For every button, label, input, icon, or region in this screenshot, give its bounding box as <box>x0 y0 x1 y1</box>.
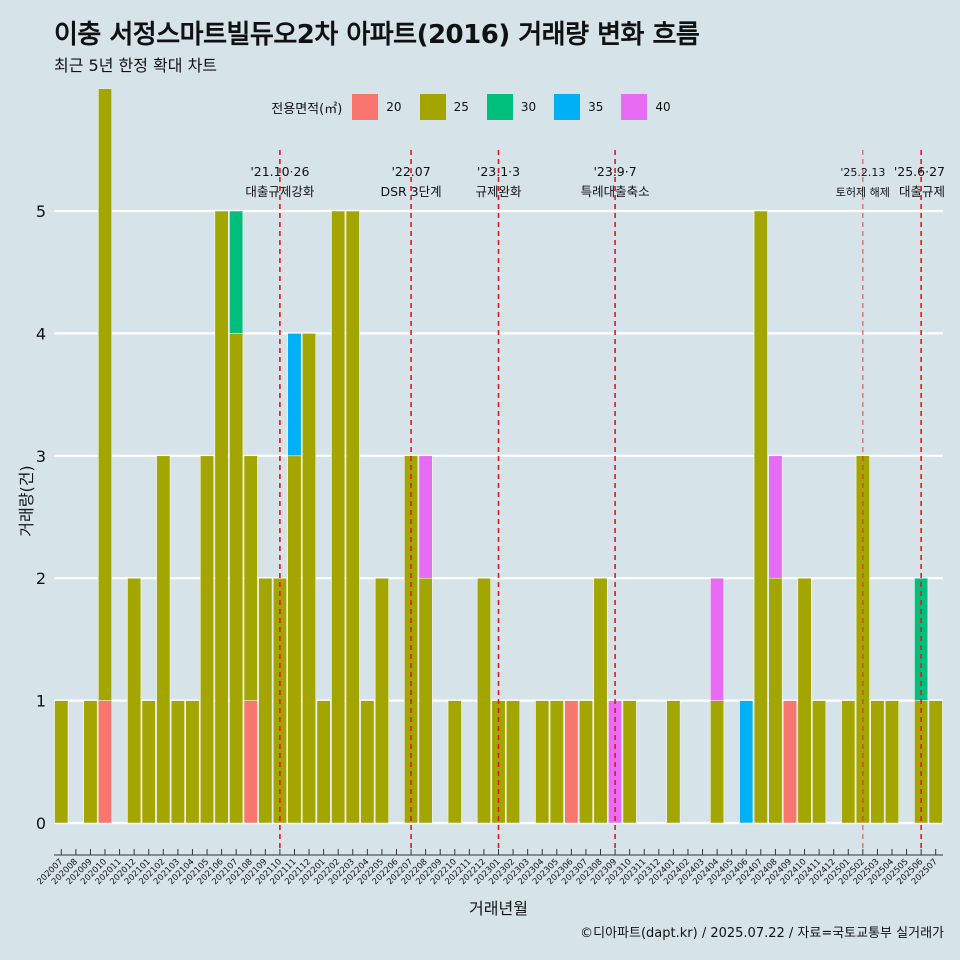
source-caption: ©디아파트(dapt.kr) / 2025.07.22 / 자료=국토교통부 실… <box>580 926 944 941</box>
bar-segment-202404-40 <box>710 577 725 701</box>
bar-segment-202111-35 <box>287 333 302 457</box>
legend-swatch <box>621 94 648 120</box>
bar-segment-202104-25 <box>185 700 200 824</box>
bar-segment-202106-25 <box>214 210 229 824</box>
legend-swatch <box>352 94 379 120</box>
bar-segment-202409-20 <box>783 700 797 824</box>
event-date-202207: '22.07 <box>391 164 430 179</box>
bar-segment-202102-25 <box>156 455 171 824</box>
bar-segment-202504-25 <box>885 700 899 824</box>
bar-segment-202304-25 <box>535 700 550 824</box>
bar-segment-202007-25 <box>54 700 69 824</box>
y-tick-label: 4 <box>36 324 46 343</box>
legend: 전용면적(㎡) 20 25 30 35 40 <box>0 94 960 120</box>
bar-segment-202308-25 <box>593 577 608 824</box>
event-label-202207: DSR 3단계 <box>380 184 441 199</box>
event-date-202309: '23.9·7 <box>593 164 636 179</box>
bar-segment-202305-25 <box>549 700 564 824</box>
y-tick-label: 1 <box>36 692 46 711</box>
bar-segment-202306-20 <box>564 700 579 824</box>
bar-segment-202107-30 <box>229 210 244 334</box>
bar-segment-202408-25 <box>768 577 783 824</box>
event-label-202502: 토허제 해제 <box>836 185 890 199</box>
bar-segment-202406-35 <box>739 700 754 824</box>
bar-segment-202208-40 <box>418 455 433 579</box>
event-label-202506: 대출규제 <box>899 184 945 199</box>
bar-segment-202108-20 <box>243 700 258 824</box>
legend-label: 30 <box>520 100 537 114</box>
event-label-202309: 특례대출축소 <box>581 184 650 199</box>
legend-item-25: 25 <box>419 94 481 120</box>
bar-segment-202501-25 <box>841 700 856 824</box>
y-tick-label: 0 <box>36 814 46 833</box>
bar-segment-202202-25 <box>331 210 346 824</box>
event-date-202301: '23.1·3 <box>477 164 520 179</box>
chart-title: 이충 서정스마트빌듀오2차 아파트(2016) 거래량 변화 흐름 <box>54 20 700 50</box>
y-axis-title: 거래량(건) <box>17 465 36 536</box>
bar-segment-202109-25 <box>258 577 273 824</box>
bar-segment-202503-25 <box>870 700 885 824</box>
bar-segment-202410-25 <box>797 577 812 824</box>
legend-item-35: 35 <box>554 94 615 120</box>
bar-segment-202310-25 <box>622 700 637 824</box>
legend-label: 40 <box>655 100 671 114</box>
bar-segment-202307-25 <box>578 700 593 824</box>
event-date-202506: '25.6·27 <box>894 164 945 179</box>
y-tick-label: 5 <box>36 202 46 221</box>
bar-segment-202111-25 <box>287 455 302 824</box>
bar-segment-202205-25 <box>374 577 389 824</box>
bar-segment-202103-25 <box>170 700 185 824</box>
bar-segment-202112-25 <box>302 333 316 824</box>
legend-item-30: 30 <box>486 94 548 120</box>
bar-segment-202108-25 <box>243 455 258 701</box>
bar-segment-202012-25 <box>127 577 142 824</box>
bar-segment-202401-25 <box>666 700 681 824</box>
bar-segment-202407-25 <box>753 210 768 824</box>
bar-segment-202107-25 <box>229 333 244 824</box>
legend-item-20: 20 <box>352 94 413 120</box>
bar-segment-202411-25 <box>812 700 827 824</box>
bar-segment-202101-25 <box>141 700 156 824</box>
bar-segment-202009-25 <box>83 700 98 824</box>
bar-segment-202203-25 <box>345 210 360 824</box>
bar-segment-202201-25 <box>316 700 331 824</box>
bar-segment-202208-25 <box>418 577 433 824</box>
y-tick-label: 3 <box>36 447 46 466</box>
x-axis-title: 거래년월 <box>469 899 528 918</box>
event-label-202301: 규제완화 <box>475 184 522 199</box>
chart-subtitle: 최근 5년 한정 확대 차트 <box>54 56 218 75</box>
bar-segment-202302-25 <box>506 700 521 824</box>
legend-swatch <box>554 94 581 120</box>
bar-segment-202210-25 <box>447 700 462 824</box>
bar-segment-202010-20 <box>98 700 112 824</box>
bar-segment-202010-25 <box>98 88 112 701</box>
legend-item-40: 40 <box>621 94 682 120</box>
legend-label: 35 <box>588 100 604 114</box>
event-date-202502: '25.2.13 <box>840 166 885 179</box>
legend-label: 25 <box>453 100 469 114</box>
bar-segment-202408-40 <box>768 455 783 579</box>
event-label-202110: 대출규제강화 <box>245 184 315 199</box>
legend-swatch <box>419 94 446 120</box>
bar-segment-202404-25 <box>710 700 725 824</box>
bar-segment-202204-25 <box>360 700 375 824</box>
bar-segment-202507-25 <box>928 700 943 824</box>
legend-title: 전용면적(㎡) <box>271 101 343 117</box>
bar-segment-202105-25 <box>200 455 214 824</box>
legend-label: 20 <box>386 100 402 114</box>
bar-segment-202212-25 <box>476 577 491 824</box>
event-date-202110: '21.10·26 <box>250 164 309 179</box>
y-tick-label: 2 <box>36 569 46 588</box>
legend-swatch <box>486 94 513 120</box>
